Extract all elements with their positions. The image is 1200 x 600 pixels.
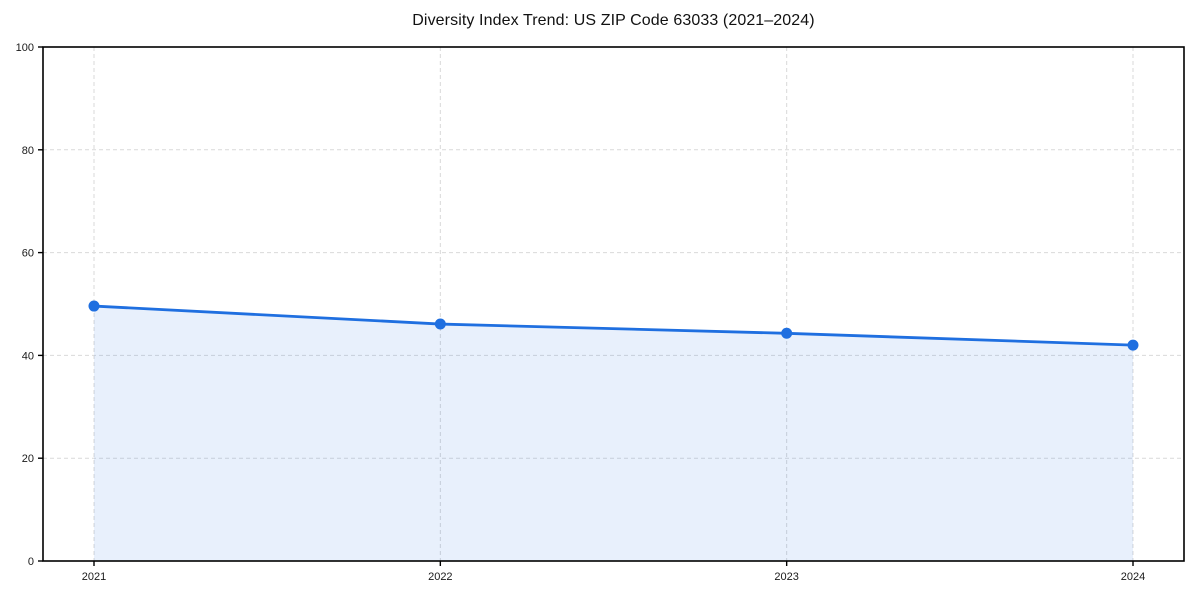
y-tick-label: 40 xyxy=(22,350,34,362)
y-tick-label: 80 xyxy=(22,145,34,157)
x-tick-label: 2021 xyxy=(82,571,106,583)
chart-title: Diversity Index Trend: US ZIP Code 63033… xyxy=(412,12,815,29)
y-tick-label: 60 xyxy=(22,248,34,260)
data-point-2021 xyxy=(88,300,100,312)
x-tick-label: 2023 xyxy=(774,571,798,583)
x-tick-label: 2022 xyxy=(428,571,452,583)
data-point-2022 xyxy=(434,318,446,330)
plot-border xyxy=(42,46,1185,562)
data-point-2023 xyxy=(781,327,793,339)
trend-line xyxy=(92,304,1135,347)
x-tick-label: 2024 xyxy=(1121,571,1145,583)
y-tick-label: 100 xyxy=(16,42,34,54)
data-point-2024 xyxy=(1127,339,1139,351)
y-tick-label: 20 xyxy=(22,453,34,465)
y-tick-label: 0 xyxy=(28,556,34,568)
area-fill xyxy=(94,306,1133,561)
